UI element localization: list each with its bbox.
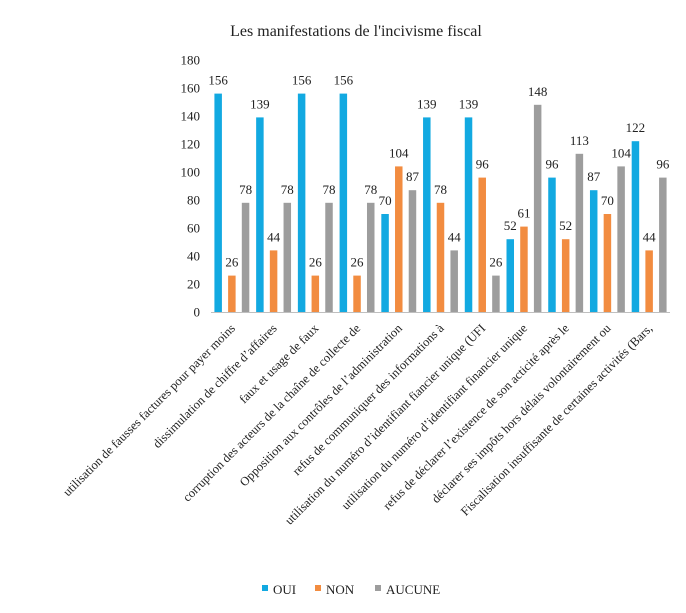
category-label: faux et usage de faux xyxy=(236,321,322,407)
bar-non xyxy=(478,177,486,312)
data-label: 78 xyxy=(239,182,252,197)
bars xyxy=(214,93,667,313)
y-axis: 0 20 40 60 80 100 120 140 160 180 xyxy=(181,53,201,320)
bar-oui xyxy=(381,214,389,312)
bar-aucune xyxy=(283,202,292,312)
data-label: 156 xyxy=(334,73,354,88)
y-tick-label: 80 xyxy=(187,193,200,208)
bar-aucune xyxy=(533,104,542,312)
bar-non xyxy=(645,250,653,312)
data-label: 70 xyxy=(379,193,392,208)
data-label: 78 xyxy=(434,182,447,197)
data-label: 96 xyxy=(656,157,670,172)
bar-aucune xyxy=(450,250,458,312)
bar-oui xyxy=(214,93,222,312)
data-label: 61 xyxy=(517,206,530,221)
bar-non xyxy=(269,250,278,312)
data-label: 44 xyxy=(448,229,462,244)
chart-title: Les manifestations de l'incivisme fiscal xyxy=(230,23,482,40)
data-label: 87 xyxy=(587,169,601,184)
data-label: 78 xyxy=(281,182,294,197)
y-tick-label: 60 xyxy=(187,221,200,236)
y-tick-label: 160 xyxy=(181,81,201,96)
bar-oui xyxy=(589,190,598,312)
data-label: 44 xyxy=(643,229,657,244)
data-label: 87 xyxy=(406,169,420,184)
data-label: 26 xyxy=(309,255,323,270)
bar-oui xyxy=(297,93,306,312)
legend-swatch-non xyxy=(315,585,321,591)
data-label: 26 xyxy=(225,255,239,270)
data-label: 113 xyxy=(570,133,589,148)
data-labels: 1562678139447815626781562678701048713978… xyxy=(208,73,669,270)
data-label: 139 xyxy=(250,96,270,111)
bar-non xyxy=(228,275,236,312)
data-label: 148 xyxy=(528,84,548,99)
legend-swatch-oui xyxy=(262,585,268,591)
y-tick-label: 20 xyxy=(187,277,200,292)
legend-label-oui: OUI xyxy=(273,582,296,597)
y-tick-label: 100 xyxy=(181,165,201,180)
bar-oui xyxy=(548,177,556,312)
data-label: 139 xyxy=(459,96,479,111)
bar-aucune xyxy=(492,275,500,312)
bar-aucune xyxy=(241,202,250,312)
bar-oui xyxy=(631,141,640,312)
data-label: 96 xyxy=(545,157,559,172)
bar-aucune xyxy=(325,202,333,312)
data-label: 26 xyxy=(351,255,365,270)
bar-non xyxy=(520,226,528,312)
bar-aucune xyxy=(366,202,375,312)
y-tick-label: 40 xyxy=(187,249,200,264)
data-label: 104 xyxy=(389,145,409,160)
y-tick-label: 180 xyxy=(181,53,201,68)
legend-label-aucune: AUCUNE xyxy=(386,582,440,597)
data-label: 78 xyxy=(364,182,377,197)
legend-swatch-aucune xyxy=(375,585,381,591)
data-label: 44 xyxy=(267,229,281,244)
bar-aucune xyxy=(617,166,625,312)
data-label: 96 xyxy=(476,157,490,172)
data-label: 139 xyxy=(417,96,437,111)
bar-non xyxy=(395,166,403,312)
y-tick-label: 120 xyxy=(181,137,201,152)
bar-oui xyxy=(506,239,515,312)
legend: OUI NON AUCUNE xyxy=(262,582,440,597)
y-tick-label: 140 xyxy=(181,109,201,124)
bar-aucune xyxy=(575,153,584,312)
data-label: 26 xyxy=(489,255,503,270)
data-label: 156 xyxy=(292,73,312,88)
bar-aucune xyxy=(408,190,417,312)
data-label: 52 xyxy=(559,218,572,233)
data-label: 104 xyxy=(611,145,631,160)
bar-non xyxy=(436,202,445,312)
category-label: refus de communiquer des informations à xyxy=(290,321,447,478)
legend-label-non: NON xyxy=(326,582,355,597)
bar-non xyxy=(311,275,320,312)
bar-non xyxy=(561,239,570,312)
bar-oui xyxy=(339,93,348,312)
category-label: Fiscalisation insuffisante de certaines … xyxy=(458,321,655,518)
category-labels: utilisation de fausses factures pour pay… xyxy=(60,321,655,528)
data-label: 78 xyxy=(323,182,336,197)
bar-oui xyxy=(464,117,473,313)
data-label: 70 xyxy=(601,193,614,208)
y-tick-label: 0 xyxy=(194,305,201,320)
data-label: 52 xyxy=(504,218,517,233)
data-label: 156 xyxy=(208,73,228,88)
data-label: 122 xyxy=(626,120,646,135)
bar-non xyxy=(353,275,361,312)
bar-oui xyxy=(256,117,264,313)
bar-non xyxy=(603,214,612,312)
bar-oui xyxy=(423,117,431,313)
bar-aucune xyxy=(659,177,667,312)
